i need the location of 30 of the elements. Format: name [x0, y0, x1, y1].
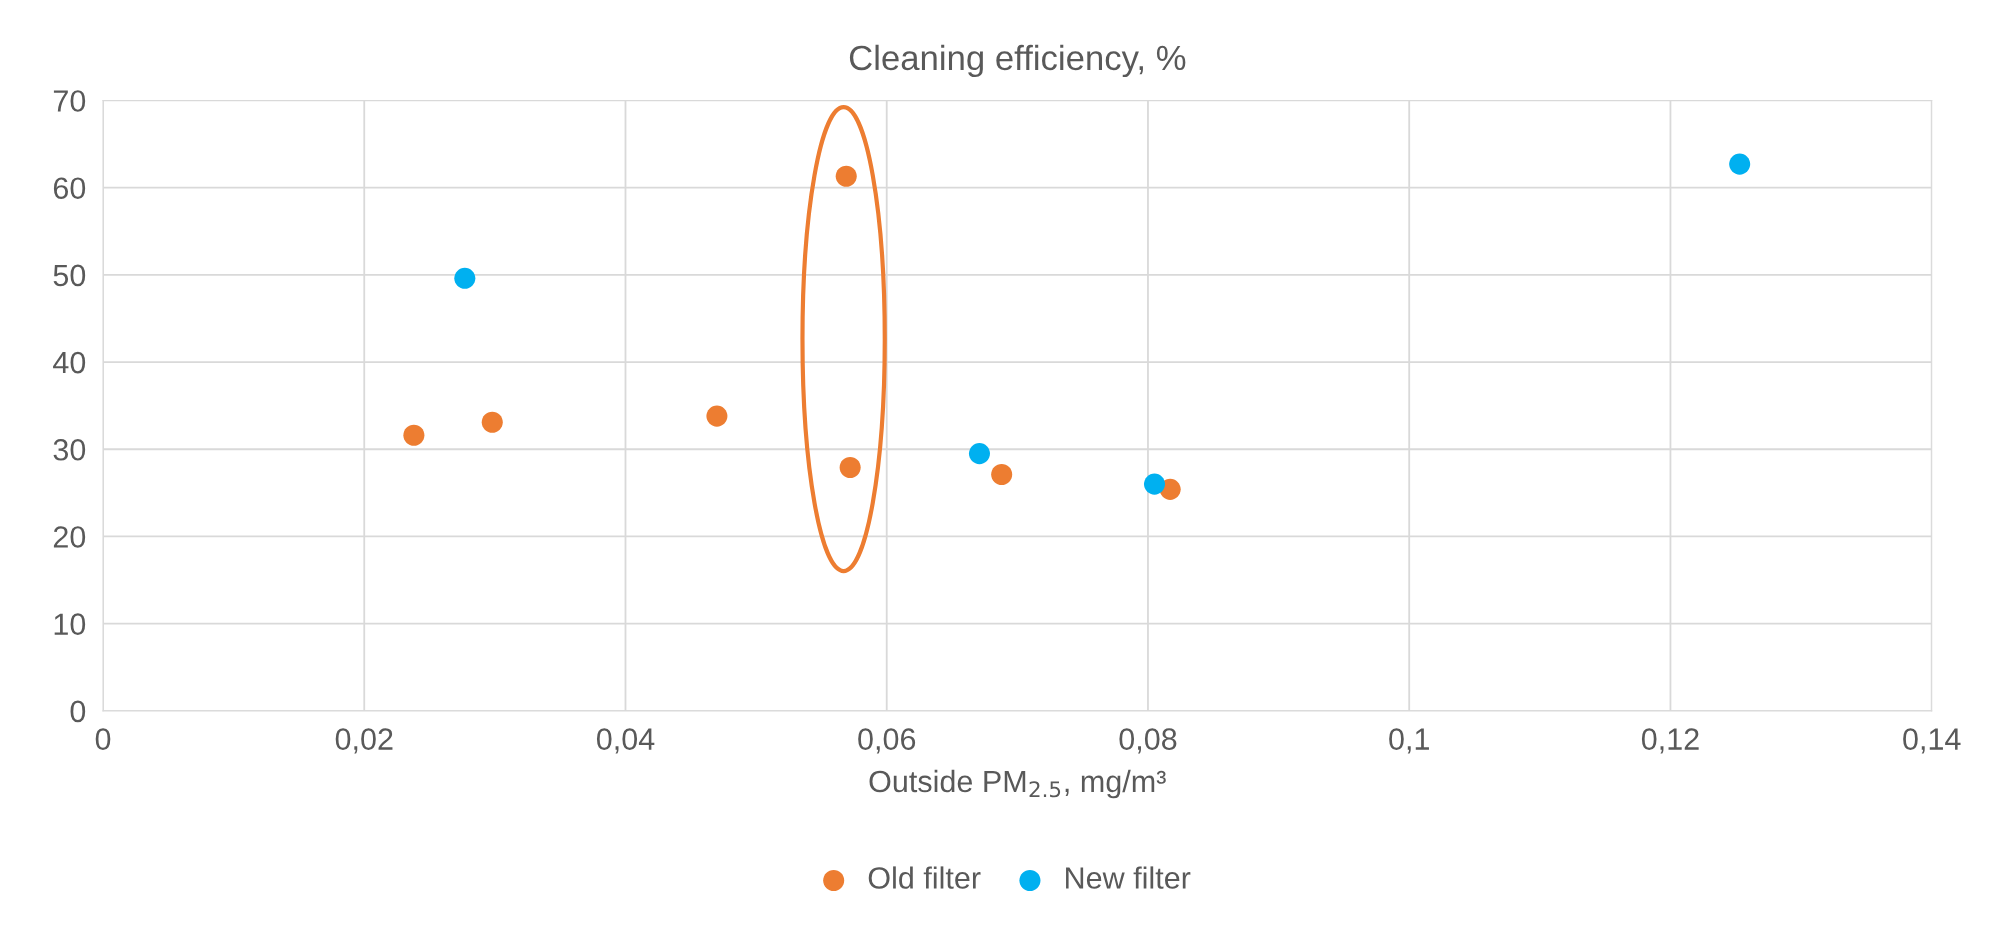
point: [835, 165, 857, 187]
legend-label: New filter: [1066, 866, 1191, 889]
point: [403, 424, 425, 446]
chart-title: Cleaning efficiency, %: [849, 44, 1186, 78]
y-tick-label: 40: [53, 351, 86, 374]
point: [1143, 473, 1166, 495]
point: [839, 457, 861, 479]
legend-label: Old filter: [868, 866, 981, 889]
x-tick-label: 0,1: [1389, 728, 1429, 754]
x-tick-label: 0,06: [858, 728, 916, 754]
y-tick-label: 70: [53, 90, 86, 112]
point: [454, 267, 476, 289]
y-tick-label: 30: [53, 438, 86, 461]
y-tick-label: 10: [54, 613, 86, 635]
y-tick-label: 60: [53, 177, 86, 200]
y-tick-label: 0: [70, 700, 86, 723]
x-axis-title: Outside PM$_{2.5}$, mg/m³: [869, 769, 1166, 799]
x-tick-label: 0,08: [1119, 728, 1177, 754]
point: [706, 405, 728, 427]
x-tick-label: 0,04: [596, 728, 655, 754]
y-tick-label: 50: [53, 264, 86, 287]
x-tick-label: 0: [95, 728, 111, 750]
x-tick-label: 0,14: [1903, 728, 1961, 754]
y-tick-label: 20: [53, 526, 86, 548]
point: [968, 443, 990, 465]
point: [481, 411, 503, 433]
point: [1729, 153, 1751, 175]
x-tick-label: 0,12: [1641, 728, 1699, 754]
point: [991, 463, 1013, 486]
x-tick-label: 0,02: [335, 728, 393, 754]
